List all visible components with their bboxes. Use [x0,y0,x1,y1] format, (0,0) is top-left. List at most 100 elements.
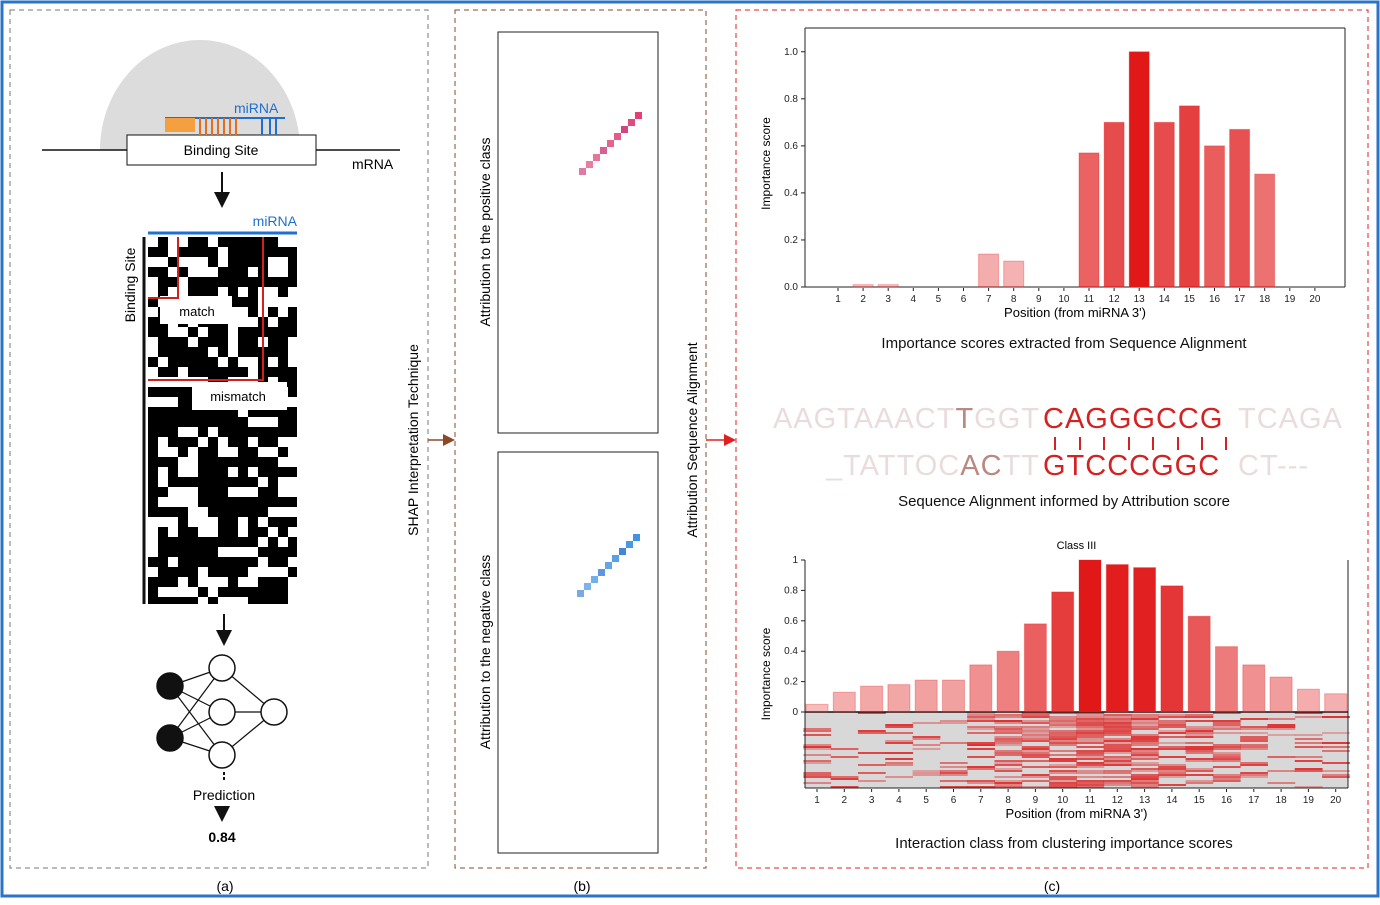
heatmap-cell [1131,748,1159,750]
matrix-cell [248,357,258,367]
heatmap-cell [1076,754,1104,756]
caption-b: (b) [573,878,590,894]
bar [878,285,898,287]
heatmap-cell [885,776,913,778]
matrix-cell [288,477,298,487]
attr-cell [577,590,584,597]
heatmap [803,712,1350,788]
matrix-cell [218,247,228,257]
heatmap-cell [1022,734,1050,736]
x-tick-label: 11 [1084,294,1095,305]
heatmap-cell [1131,780,1159,782]
heatmap-cell [940,774,968,776]
bar [1052,592,1074,712]
matrix-cell [158,257,168,267]
x-tick-label: 4 [911,294,917,305]
heatmap-cell [1131,734,1159,736]
heatmap-cell [1213,766,1241,768]
heatmap-cell [1049,770,1077,772]
heatmap-cell [1049,750,1077,752]
heatmap-cell [1186,750,1214,752]
matrix-cell [158,377,168,387]
y-axis-label: Importance score [759,627,773,720]
matrix-cell [288,437,298,447]
heatmap-cell [1186,734,1214,736]
bar [1161,586,1183,712]
matrix-cell [188,427,198,437]
heatmap-cell [1158,726,1186,728]
matrix-cell [168,447,178,457]
heatmap-cell [1186,716,1214,718]
matrix-cell [178,587,188,597]
bar [970,665,992,712]
heatmap-cell [1022,776,1050,778]
heatmap-cell [1104,764,1132,766]
heatmap-cell [1022,746,1050,748]
heatmap-cell [967,768,995,770]
heatmap-cell [1076,742,1104,744]
heatmap-cell [1131,720,1159,722]
heatmap-cell [803,782,831,784]
heatmap-cell [1022,766,1050,768]
heatmap-cell [1158,770,1186,772]
heatmap-cell [1076,784,1104,786]
x-tick-label: 18 [1276,795,1288,806]
heatmap-cell [1131,770,1159,772]
heatmap-cell [1322,746,1350,748]
seed [165,118,195,132]
bar [861,686,883,712]
matrix-cell [268,417,278,427]
matrix-cell [238,287,248,297]
sequence-after: TCAGA [1238,403,1343,435]
heatmap-cell [1076,732,1104,734]
heatmap-cell [1158,724,1186,726]
heatmap-cell [1104,748,1132,750]
alignment: AAGTAAACTTGGTCAGGGCCGTCAGA_TATTOCACTTGTC… [773,403,1343,482]
bar [1179,106,1199,287]
heatmap-cell [1022,736,1050,738]
heatmap-cell [1213,760,1241,762]
matrix-cell [238,547,248,557]
heatmap-cell [803,748,831,750]
sequence-after: CT--- [1238,450,1309,482]
bar [833,692,855,712]
heatmap-cell [994,714,1022,716]
heatmap-cell [1186,780,1214,782]
heatmap-cell [1240,774,1268,776]
heatmap-cell [1022,722,1050,724]
x-tick-label: 16 [1209,294,1221,305]
attr-cell [626,541,633,548]
heatmap-cell [1295,734,1323,736]
heatmap-cell [994,752,1022,754]
heatmap-cell [1131,754,1159,756]
matrix-cell [168,247,178,257]
y-tick-label: 0.6 [784,616,798,627]
heatmap-cell [1213,728,1241,730]
matrix-cell [238,357,248,367]
heatmap-cell [1049,778,1077,780]
heatmap-cell [1104,744,1132,746]
heatmap-cell [994,722,1022,724]
matrix-cell [168,587,178,597]
matrix-cell [248,367,258,377]
matrix-cell [238,577,248,587]
matrix-cell [198,527,208,537]
x-tick-label: 9 [1036,294,1042,305]
heatmap-cell [1076,724,1104,726]
x-tick-label: 2 [860,294,866,305]
heatmap-cell [885,758,913,760]
heatmap-cell [1022,720,1050,722]
matrix-cell [208,587,218,597]
heatmap-cell [1076,726,1104,728]
heatmap-cell [994,750,1022,752]
heatmap-cell [1131,776,1159,778]
bar [1129,52,1149,287]
heatmap-cell [967,742,995,744]
matrix-cell [278,237,288,247]
heatmap-cell [967,728,995,730]
matrix-cell [148,527,158,537]
heatmap-cell [803,772,831,774]
bar [1106,565,1128,712]
matrix-cell [258,537,268,547]
matrix-cell [198,577,208,587]
